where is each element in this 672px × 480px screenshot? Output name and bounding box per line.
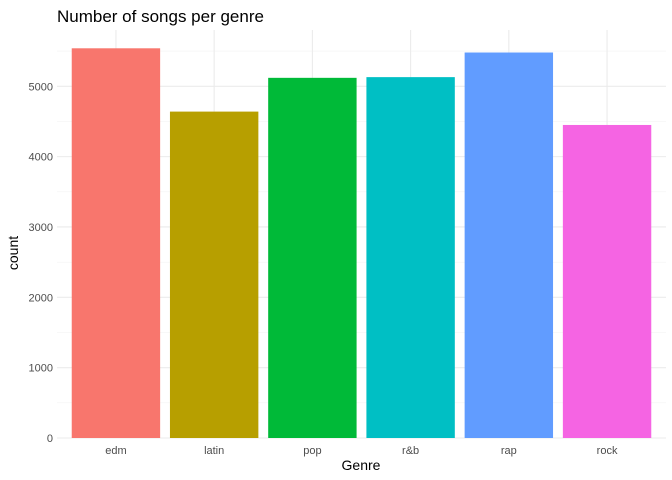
bar-rock	[562, 124, 652, 438]
y-axis-title: count	[5, 236, 21, 270]
y-tick-label: 4000	[29, 152, 53, 164]
bar-latin	[169, 111, 259, 438]
x-tick-label: rock	[597, 445, 618, 457]
x-tick-label: r&b	[402, 445, 419, 457]
x-tick-label: edm	[105, 445, 126, 457]
x-tick-label: pop	[303, 445, 321, 457]
y-tick-label: 3000	[29, 222, 53, 234]
bar-rap	[464, 52, 554, 438]
x-tick-label: latin	[204, 445, 224, 457]
y-axis-ticks: 0 1000 2000 3000 4000 5000	[29, 81, 53, 445]
y-tick-label: 5000	[29, 81, 53, 93]
y-tick-label: 1000	[29, 363, 53, 375]
x-axis-title: Genre	[342, 457, 381, 473]
chart-title: Number of songs per genre	[57, 7, 264, 26]
bar-rb	[366, 77, 455, 438]
x-tick-label: rap	[501, 445, 517, 457]
bar-pop	[268, 77, 357, 439]
x-axis-ticks: edm latin pop r&b rap rock	[105, 445, 618, 457]
y-tick-label: 0	[47, 433, 53, 445]
bar-edm	[71, 48, 161, 439]
bars	[71, 48, 652, 439]
y-tick-label: 2000	[29, 292, 53, 304]
